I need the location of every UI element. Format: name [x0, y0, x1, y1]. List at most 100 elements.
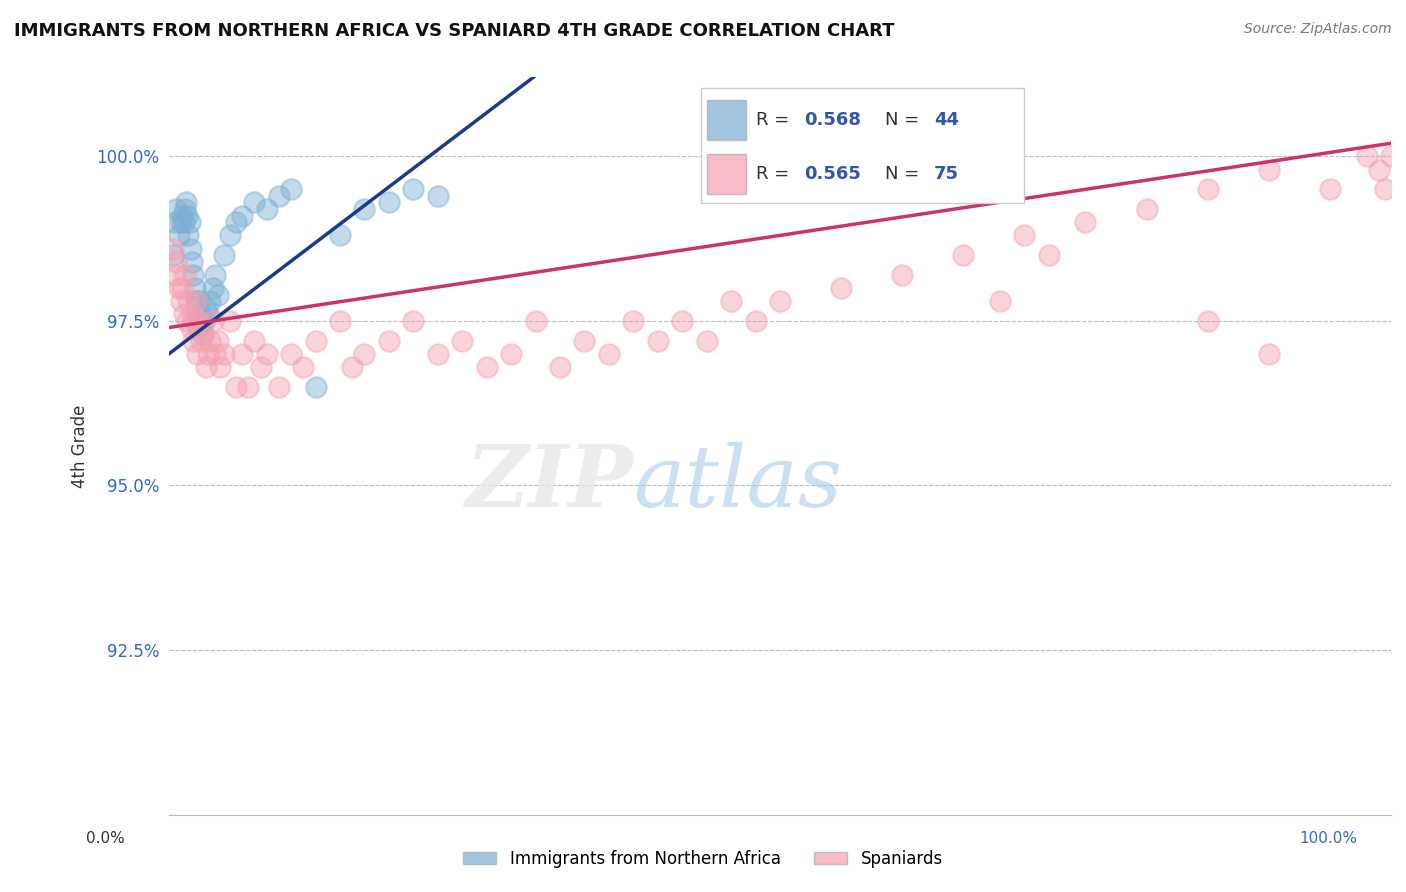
Point: [200, 334, 222, 348]
Point: [1379, 149, 1402, 163]
Point: [184, 294, 207, 309]
Point: [207, 287, 229, 301]
Point: [952, 248, 974, 262]
Point: [524, 314, 547, 328]
Point: [181, 307, 204, 321]
Point: [548, 359, 571, 374]
Point: [574, 334, 596, 348]
Point: [167, 281, 190, 295]
Point: [830, 281, 852, 295]
Point: [329, 314, 352, 328]
Point: [451, 334, 474, 348]
Point: [292, 359, 315, 374]
Point: [426, 347, 449, 361]
Point: [197, 307, 219, 321]
Point: [621, 314, 644, 328]
Point: [190, 307, 212, 321]
Point: [647, 334, 669, 348]
Point: [204, 268, 226, 282]
Point: [1135, 202, 1157, 216]
Point: [176, 209, 198, 223]
Point: [209, 359, 232, 374]
Point: [256, 202, 278, 216]
Point: [173, 215, 195, 229]
Point: [212, 347, 235, 361]
Point: [163, 268, 186, 282]
Point: [201, 281, 224, 295]
Point: [186, 347, 208, 361]
Point: [177, 228, 200, 243]
Text: Source: ZipAtlas.com: Source: ZipAtlas.com: [1244, 22, 1392, 37]
Point: [183, 334, 205, 348]
Point: [173, 202, 195, 216]
Point: [1014, 228, 1036, 243]
Point: [193, 314, 215, 328]
Point: [186, 307, 208, 321]
Point: [1197, 182, 1219, 196]
Point: [170, 215, 193, 229]
Point: [249, 359, 271, 374]
Point: [191, 327, 214, 342]
Point: [891, 268, 914, 282]
Point: [180, 242, 202, 256]
Point: [201, 314, 224, 328]
Point: [353, 347, 375, 361]
Point: [173, 307, 195, 321]
Point: [744, 314, 766, 328]
Point: [378, 195, 401, 210]
Point: [671, 314, 693, 328]
Point: [172, 209, 194, 223]
Point: [1319, 182, 1341, 196]
Point: [402, 182, 425, 196]
Point: [769, 294, 792, 309]
Point: [378, 334, 401, 348]
Point: [162, 242, 184, 256]
Point: [280, 347, 302, 361]
Point: [197, 347, 219, 361]
Text: ZIP: ZIP: [465, 442, 633, 524]
Point: [173, 268, 195, 282]
Point: [280, 182, 302, 196]
Text: atlas: atlas: [633, 442, 842, 524]
Point: [207, 334, 229, 348]
Point: [188, 294, 211, 309]
Point: [190, 334, 212, 348]
Point: [191, 327, 214, 342]
Point: [177, 294, 200, 309]
Point: [231, 209, 253, 223]
Text: 100.0%: 100.0%: [1299, 831, 1358, 846]
Point: [329, 228, 352, 243]
Point: [183, 268, 205, 282]
Y-axis label: 4th Grade: 4th Grade: [72, 404, 89, 488]
Point: [426, 189, 449, 203]
Point: [1074, 215, 1097, 229]
Point: [167, 228, 190, 243]
Point: [988, 294, 1011, 309]
Point: [194, 301, 217, 315]
Point: [720, 294, 742, 309]
Point: [219, 228, 242, 243]
Point: [194, 359, 217, 374]
Legend: Immigrants from Northern Africa, Spaniards: Immigrants from Northern Africa, Spaniar…: [457, 844, 949, 875]
Point: [243, 195, 266, 210]
Point: [184, 294, 207, 309]
Point: [181, 254, 204, 268]
Point: [219, 314, 242, 328]
Point: [183, 281, 205, 295]
Point: [200, 294, 222, 309]
Point: [225, 380, 247, 394]
Point: [180, 320, 202, 334]
Point: [225, 215, 247, 229]
Point: [304, 334, 326, 348]
Point: [342, 359, 364, 374]
Point: [267, 380, 290, 394]
Point: [170, 294, 193, 309]
Point: [1368, 162, 1391, 177]
Point: [212, 248, 235, 262]
Point: [501, 347, 523, 361]
Point: [243, 334, 266, 348]
Point: [1374, 182, 1396, 196]
Text: IMMIGRANTS FROM NORTHERN AFRICA VS SPANIARD 4TH GRADE CORRELATION CHART: IMMIGRANTS FROM NORTHERN AFRICA VS SPANI…: [14, 22, 894, 40]
Point: [238, 380, 260, 394]
Point: [165, 202, 187, 216]
